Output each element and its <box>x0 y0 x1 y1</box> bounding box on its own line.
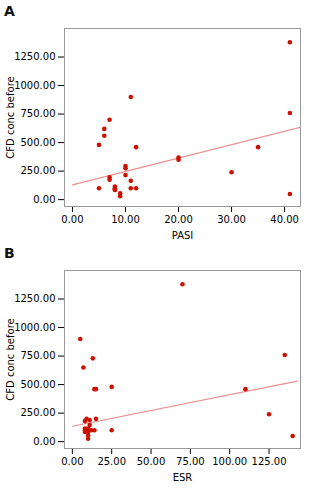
svg-text:500.00: 500.00 <box>21 379 56 390</box>
svg-text:125.00: 125.00 <box>252 456 287 467</box>
svg-text:250.00: 250.00 <box>21 165 56 176</box>
svg-text:500.00: 500.00 <box>21 137 56 148</box>
svg-text:50.00: 50.00 <box>137 456 166 467</box>
svg-text:750.00: 750.00 <box>21 350 56 361</box>
svg-text:1000.00: 1000.00 <box>14 322 55 333</box>
svg-text:10.00: 10.00 <box>111 214 140 225</box>
svg-text:100.00: 100.00 <box>212 456 247 467</box>
svg-text:PASI: PASI <box>172 230 194 241</box>
svg-text:1250.00: 1250.00 <box>14 51 55 62</box>
svg-text:1000.00: 1000.00 <box>14 80 55 91</box>
svg-text:0.00: 0.00 <box>33 436 55 447</box>
svg-text:1250.00: 1250.00 <box>14 293 55 304</box>
svg-text:75.00: 75.00 <box>176 456 205 467</box>
svg-text:0.00: 0.00 <box>61 456 83 467</box>
svg-text:750.00: 750.00 <box>21 108 56 119</box>
svg-text:CFD conc before: CFD conc before <box>5 76 16 158</box>
html-text:A: A <box>4 3 15 19</box>
svg-text:CFD conc before: CFD conc before <box>5 318 16 400</box>
svg-text:40.00: 40.00 <box>270 214 299 225</box>
svg-text:250.00: 250.00 <box>21 407 56 418</box>
svg-text:20.00: 20.00 <box>164 214 193 225</box>
svg-text:ESR: ESR <box>173 472 193 483</box>
svg-text:30.00: 30.00 <box>217 214 246 225</box>
svg-text:0.00: 0.00 <box>61 214 83 225</box>
svg-text:0.00: 0.00 <box>33 194 55 205</box>
html-text:B: B <box>4 245 15 261</box>
svg-text:25.00: 25.00 <box>97 456 126 467</box>
